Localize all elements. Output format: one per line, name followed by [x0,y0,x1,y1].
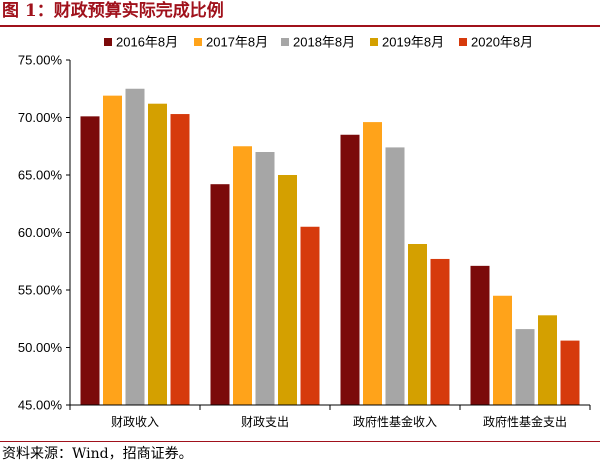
bar [340,134,360,405]
y-tick-label: 55.00% [18,283,63,298]
bar [170,114,190,406]
bar [493,295,512,405]
bar [515,329,535,405]
bar [148,103,167,405]
source-rule [0,441,600,442]
legend-swatch [370,38,378,46]
y-tick-label: 45.00% [18,398,63,413]
bar [210,184,230,405]
bar [385,147,405,405]
y-tick-label: 75.00% [18,53,63,68]
y-tick-label: 60.00% [18,225,63,240]
y-tick-label: 70.00% [18,110,63,125]
bar [300,226,320,405]
y-tick-label: 50.00% [18,340,63,355]
legend-swatch [281,38,289,46]
bar [80,116,100,405]
y-axis: 45.00% 50.00% 55.00% 60.00% 65.00% 70.00% 75.0… [18,53,71,413]
legend-label: 2018年8月 [293,35,355,50]
bar [430,258,450,405]
legend-label: 2017年8月 [206,35,268,50]
bar [103,95,122,406]
bar [408,244,427,405]
title-rule [0,25,600,27]
y-tick-label: 65.00% [18,168,63,183]
bars [80,88,580,406]
x-category-label: 政府性基金收入 [353,414,437,429]
bar [363,122,382,405]
legend-swatch [104,38,112,46]
legend-swatch [459,38,467,46]
bar-chart: 2016年8月 2017年8月 2018年8月 2019年8月 2020年8月 45.0… [18,35,591,429]
x-category-label: 财政收入 [111,415,159,429]
legend-label: 2019年8月 [382,35,444,50]
x-category-label: 政府性基金支出 [483,414,567,429]
bar [125,88,145,405]
legend-label: 2020年8月 [471,35,533,50]
legend-swatch [194,38,202,46]
x-category-label: 财政支出 [241,415,289,429]
bar [470,265,490,405]
legend: 2016年8月 2017年8月 2018年8月 2019年8月 2020年8月 [104,35,533,50]
bar [233,146,252,405]
bar [255,152,275,405]
source-note: 资料来源：Wind，招商证券。 [2,446,193,462]
bar [538,315,557,405]
figure-title: 图 1：财政预算实际完成比例 [2,1,224,21]
bar [278,175,297,405]
bar [560,340,580,405]
legend-label: 2016年8月 [116,35,178,50]
x-axis: 财政收入 财政支出 政府性基金收入 政府性基金支出 [69,404,591,429]
